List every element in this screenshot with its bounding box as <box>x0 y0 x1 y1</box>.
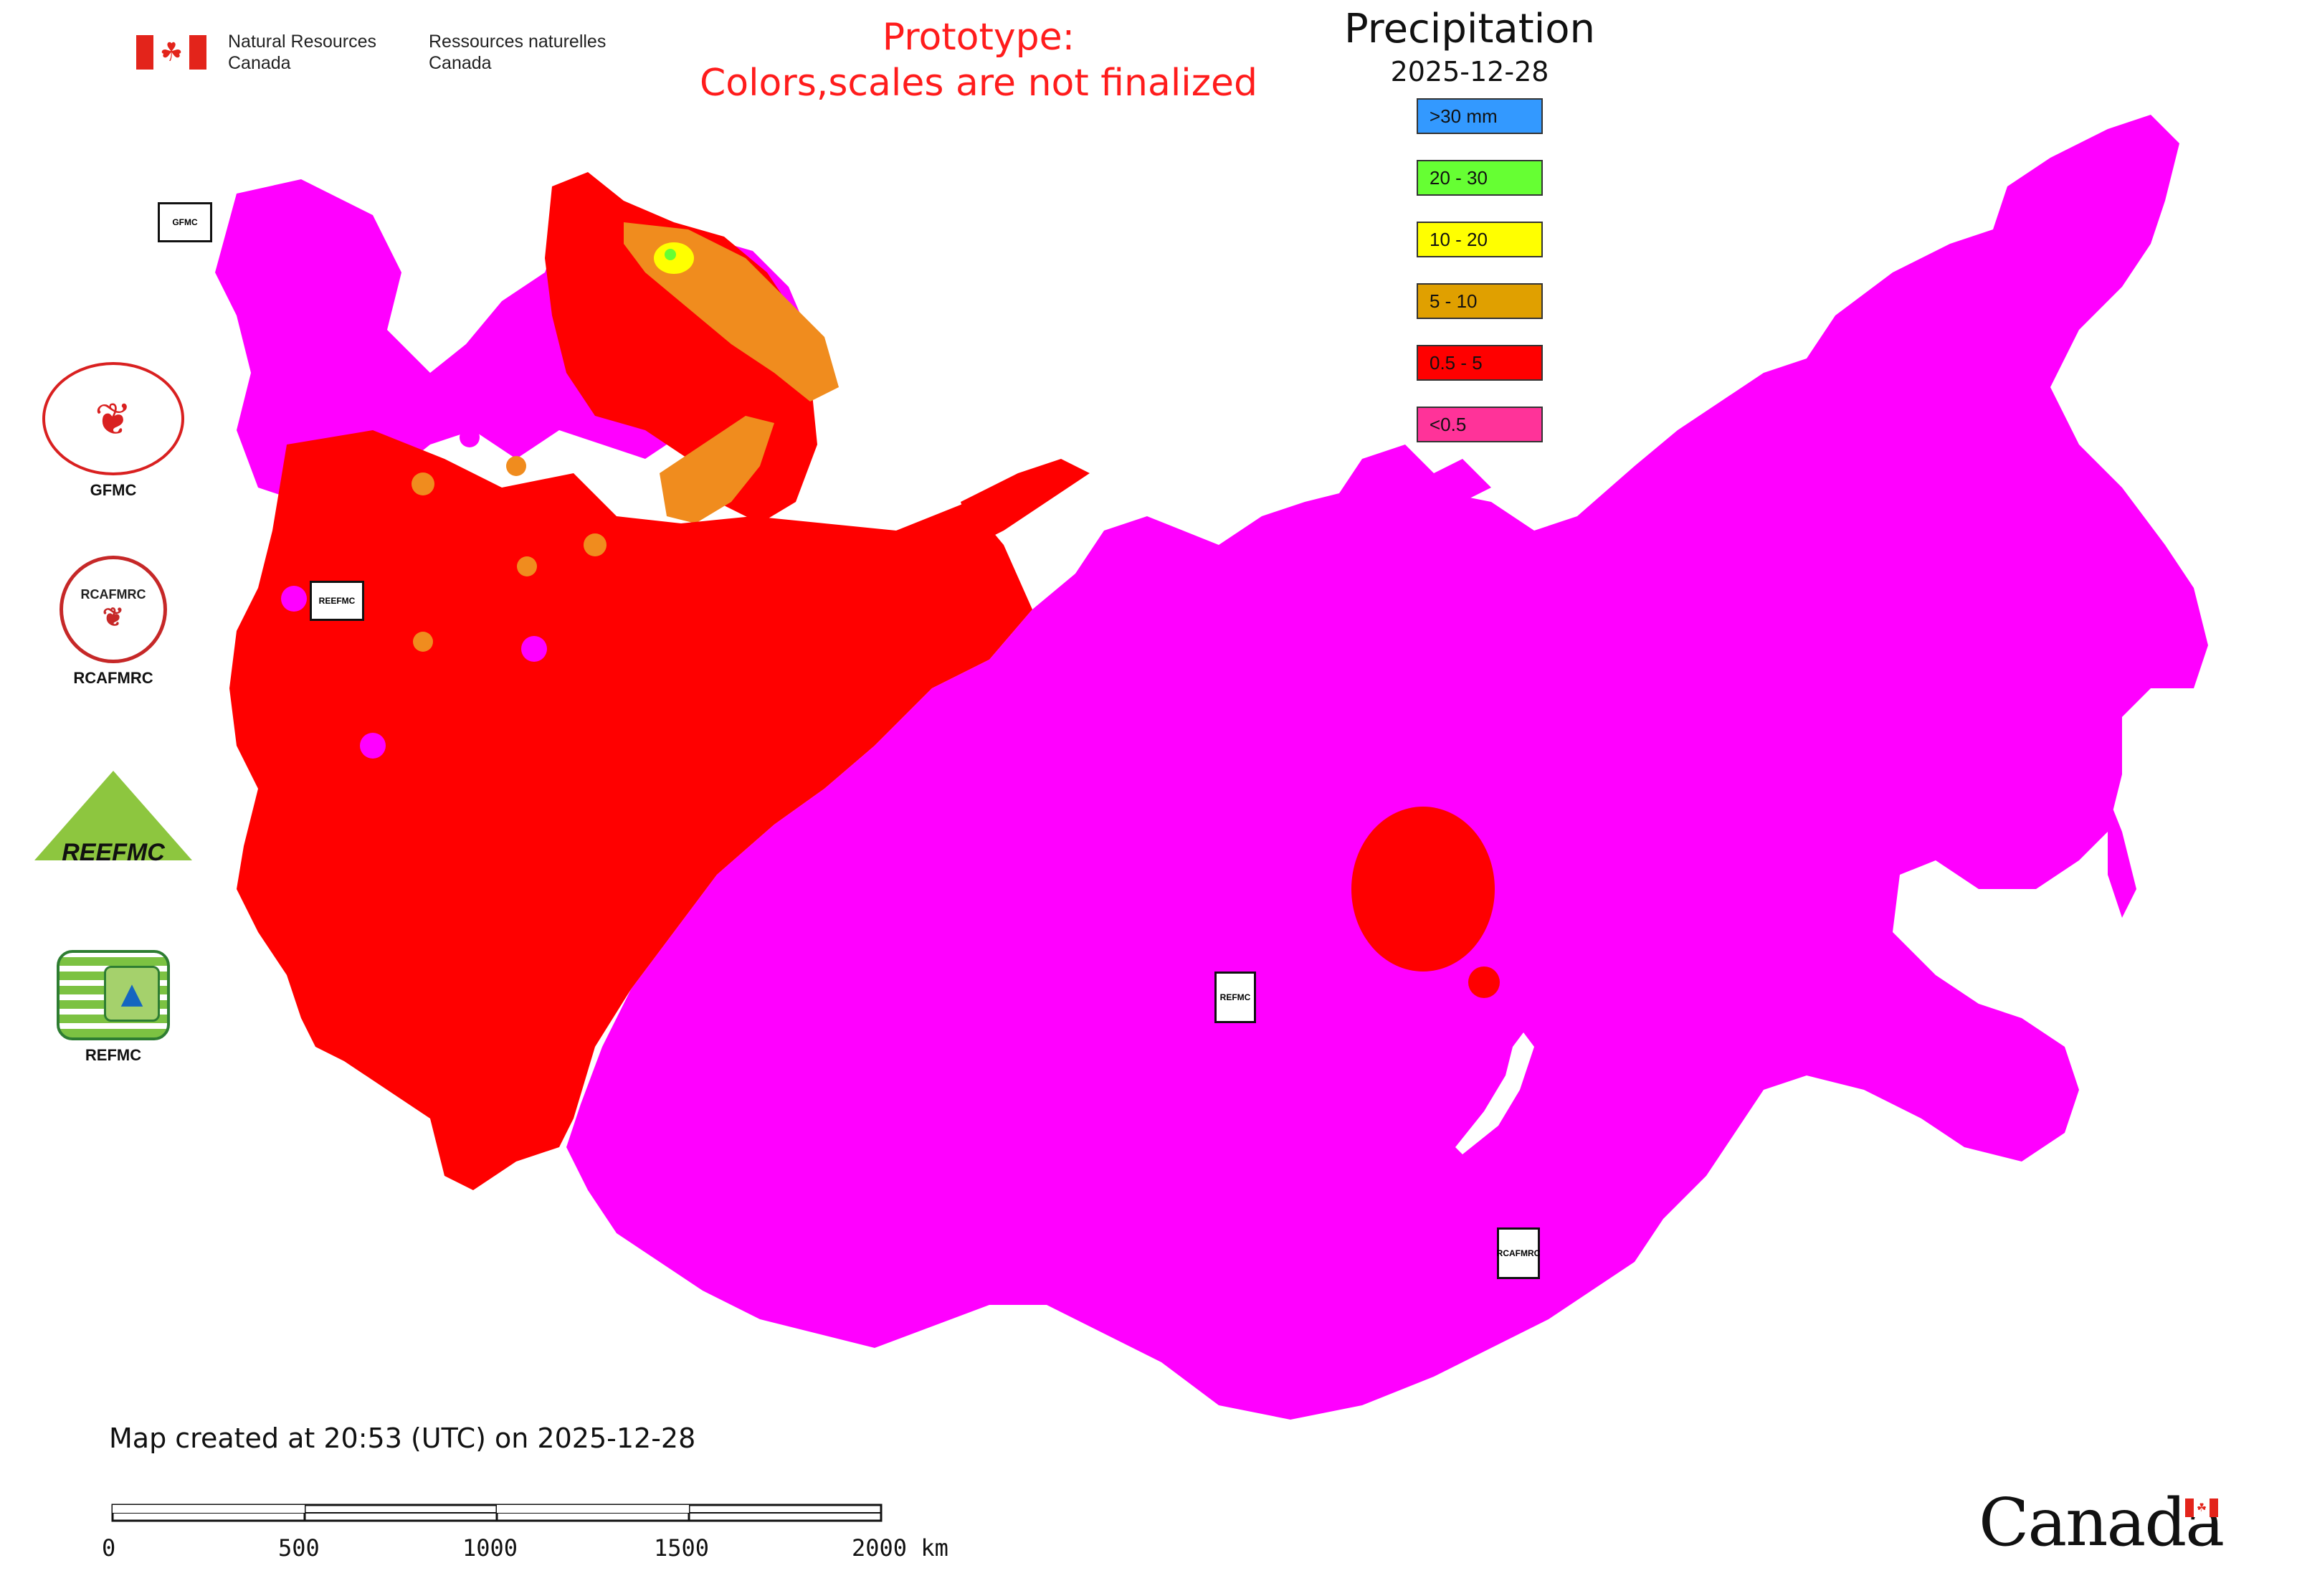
rcafmrc-emblem-icon: RCAFMRC ❦ <box>60 556 167 663</box>
gfmc-emblem-icon: ❦ <box>42 362 184 475</box>
scale-labels: 0 500 1000 1500 2000 km <box>100 1534 961 1563</box>
rcafmrc-logo: RCAFMRC ❦ RCAFMRC <box>34 556 192 688</box>
map-badge-refmc: REFMC <box>1214 972 1256 1023</box>
reefmc-logo: REEFMC <box>34 771 192 867</box>
orange-dot <box>517 556 537 576</box>
legend-date: 2025-12-28 <box>1390 56 1549 87</box>
prototype-notice: Prototype: Colors,scales are not finaliz… <box>699 16 1258 105</box>
scale-label: 0 <box>102 1534 116 1562</box>
gfmc-label: GFMC <box>90 481 137 499</box>
refmc-emblem-icon: ▲ <box>57 950 170 1040</box>
legend-item: >30 mm <box>1417 98 1543 134</box>
gfmc-logo: ❦ GFMC <box>34 362 192 500</box>
legend-item: 10 - 20 <box>1417 222 1543 257</box>
canada-wordmark: Canada <box>1979 1484 2225 1561</box>
refmc-logo: ▲ REFMC <box>34 950 192 1065</box>
magenta-dot <box>281 586 307 612</box>
nrcan-signature: ☘ Natural Resources Canada Ressources na… <box>136 27 608 77</box>
legend-title: Precipitation <box>1343 6 1596 52</box>
orange-dot <box>506 456 526 476</box>
legend: >30 mm 20 - 30 10 - 20 5 - 10 0.5 - 5 <0… <box>1417 98 1546 468</box>
reefmc-label: REEFMC <box>62 839 165 866</box>
scale-bar <box>111 1504 883 1522</box>
legend-item: 0.5 - 5 <box>1417 345 1543 381</box>
rcafmrc-label: RCAFMRC <box>73 669 153 687</box>
agency-name-fr: Ressources naturelles Canada <box>429 32 607 73</box>
agency-name-en: Natural Resources Canada <box>228 32 377 73</box>
legend-item: 5 - 10 <box>1417 283 1543 319</box>
map-badge-reefmc: REEFMC <box>310 581 364 621</box>
region-kamchatka <box>1993 402 2093 645</box>
region-siberia-red-dot <box>1468 966 1500 998</box>
orange-dot <box>584 533 607 556</box>
canada-wordmark-flag-icon: ☘ <box>2185 1498 2218 1517</box>
orange-dot <box>412 472 434 495</box>
scale-label: 1500 <box>654 1534 710 1562</box>
orange-dot <box>413 632 433 652</box>
region-sakhalin <box>2108 796 2136 918</box>
scale-label: 2000 km <box>852 1534 948 1562</box>
region-novaya-zemlya <box>961 459 1090 545</box>
canada-flag-icon: ☘ <box>136 35 206 70</box>
map-created-timestamp: Map created at 20:53 (UTC) on 2025-12-28 <box>109 1422 696 1454</box>
region-taimyr <box>1333 445 1491 516</box>
scale-label: 1000 <box>462 1534 518 1562</box>
scale-label: 500 <box>278 1534 320 1562</box>
region-european-russia <box>229 430 1032 1190</box>
magenta-dot <box>360 733 386 759</box>
region-siberia-red-blob <box>1351 807 1495 972</box>
legend-item: <0.5 <box>1417 407 1543 442</box>
region-siberia <box>566 115 2208 1420</box>
map-badge-gfmc: GFMC <box>158 202 212 242</box>
lake-baikal <box>1455 1032 1534 1154</box>
map-badge-rcafmrc: RCAFMRC <box>1497 1227 1540 1279</box>
reefmc-emblem-icon <box>34 771 192 860</box>
region-orange-ladoga <box>660 416 774 523</box>
region-green-spot <box>665 249 676 260</box>
magenta-dot <box>460 427 480 447</box>
legend-item: 20 - 30 <box>1417 160 1543 196</box>
magenta-dot <box>521 636 547 662</box>
refmc-label: REFMC <box>85 1046 142 1064</box>
